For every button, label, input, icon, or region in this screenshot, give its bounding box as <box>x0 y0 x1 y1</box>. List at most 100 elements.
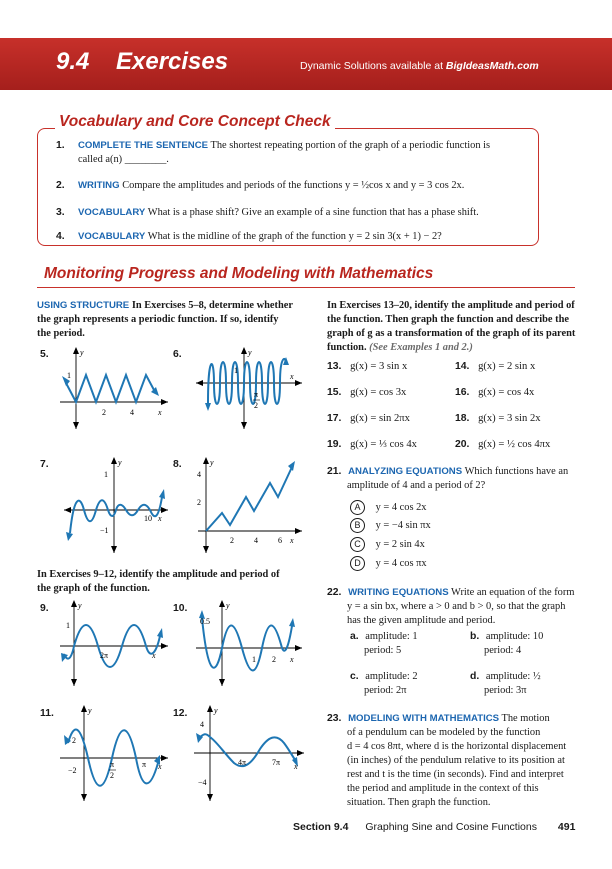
tick-label: 6 <box>278 536 282 545</box>
exercise-number: 14. <box>455 361 470 372</box>
intro-line: the function. Then graph the function an… <box>327 314 569 325</box>
option-letter: D <box>350 556 365 571</box>
tick-label: 2π <box>100 651 108 660</box>
exercise-number: 9. <box>40 603 49 614</box>
footer-title: Graphing Sine and Cosine Functions <box>365 821 537 833</box>
function-expr: g(x) = 3 sin x <box>350 361 408 372</box>
intro-line: function. <box>327 342 367 353</box>
question-text-continued: has the given amplitude and period. <box>347 615 496 626</box>
exercise-21: 21. ANALYZING EQUATIONS Which functions … <box>327 465 602 493</box>
intro-line: the period. <box>37 328 85 339</box>
exercise-number: 6. <box>173 349 182 360</box>
dynamic-solutions-note: Dynamic Solutions available at BigIdeasM… <box>300 60 539 72</box>
item-text: Compare the amplitudes and periods of th… <box>122 180 465 191</box>
tick-label: 1 <box>67 371 71 380</box>
page-number: 491 <box>557 821 576 833</box>
part-letter: a. <box>350 631 359 642</box>
item-keyword: WRITING <box>78 180 120 191</box>
tick-label: 4 <box>200 720 204 729</box>
tick-label: 2 <box>254 401 258 410</box>
option-text: y = 4 cos πx <box>375 558 427 569</box>
monitoring-title: Monitoring Progress and Modeling with Ma… <box>44 265 434 282</box>
graph-10: 0.5 1 2 x y <box>196 600 302 686</box>
option-text: y = 4 cos 2x <box>375 502 427 513</box>
tick-label: 4 <box>197 470 201 479</box>
item-keyword: WRITING EQUATIONS <box>348 587 449 598</box>
dynamic-site-link[interactable]: BigIdeasMath.com <box>445 60 539 72</box>
axis-label-y: y <box>117 458 122 467</box>
exercise-number: 18. <box>455 413 470 424</box>
exercise-22: 22. WRITING EQUATIONS Write an equation … <box>327 586 602 628</box>
exercise-number: 7. <box>40 459 49 470</box>
exercise-number: 23. <box>327 713 342 724</box>
option-letter: C <box>350 537 365 552</box>
tick-label: −4 <box>198 778 207 787</box>
tick-label: π <box>254 390 258 399</box>
question-text: Which functions have an <box>464 466 569 477</box>
option-c[interactable]: C y = 2 sin 4x <box>350 537 425 552</box>
item-number: 4. <box>56 231 65 242</box>
part-period: period: 2π <box>364 685 407 696</box>
item-keyword: USING STRUCTURE <box>37 300 130 311</box>
part-period: period: 4 <box>484 645 522 656</box>
exercise-number: 20. <box>455 439 470 450</box>
axis-label-y: y <box>225 601 230 610</box>
tick-label: 2 <box>102 408 106 417</box>
vocab-item-1: 1. COMPLETE THE SENTENCE The shortest re… <box>56 139 526 165</box>
tick-label: 2 <box>110 771 114 780</box>
intro-line: In Exercises 13–20, identify the amplitu… <box>327 300 575 311</box>
ex13-20-intro: In Exercises 13–20, identify the amplitu… <box>327 299 597 355</box>
exercise-number: 13. <box>327 361 342 372</box>
exercise-number: 22. <box>327 587 342 598</box>
item-keyword: MODELING WITH MATHEMATICS <box>348 713 500 724</box>
part-period: period: 3π <box>484 685 527 696</box>
intro-line: In Exercises 5–8, determine whether <box>131 300 293 311</box>
part-amplitude: amplitude: 1 <box>365 631 418 642</box>
vocab-item-4: 4. VOCABULARY What is the midline of the… <box>56 230 526 244</box>
axis-label-x: x <box>289 372 294 381</box>
tick-label: π <box>110 760 114 769</box>
axis-label-x: x <box>293 762 298 771</box>
option-b[interactable]: B y = −4 sin πx <box>350 518 431 533</box>
option-d[interactable]: D y = 4 cos πx <box>350 556 427 571</box>
axis-label-y: y <box>247 348 252 357</box>
using-structure-intro: USING STRUCTURE In Exercises 5–8, determ… <box>37 299 307 341</box>
question-text-continued: y = a sin bx, where a > 0 and b > 0, so … <box>347 601 566 612</box>
tick-label: 10 <box>144 514 152 523</box>
vocabulary-title: Vocabulary and Core Concept Check <box>55 113 335 131</box>
function-item: 16. g(x) = cos 4x <box>455 386 534 400</box>
tick-label: 4 <box>130 408 134 417</box>
graph-9: 1 2π x y <box>60 600 168 686</box>
axis-label-x: x <box>157 514 162 523</box>
tick-label: 4 <box>254 536 258 545</box>
section-header: 9.4 Exercises Dynamic Solutions availabl… <box>0 38 612 90</box>
intro-line: the graph of the function. <box>37 583 150 594</box>
footer-section: Section 9.4 <box>293 821 349 833</box>
section-title: Exercises <box>116 48 229 75</box>
tick-label: 1 <box>234 366 238 375</box>
part-d: d. amplitude: ½ period: 3π <box>470 670 541 698</box>
option-a[interactable]: A y = 4 cos 2x <box>350 500 427 515</box>
tick-label: 1 <box>104 470 108 479</box>
question-text-continued: (in inches) of the pendulum relative to … <box>347 755 565 766</box>
question-text-continued: d = 4 cos 8πt, where d is the horizontal… <box>347 741 567 752</box>
graph-7: 1 −1 10 x y <box>64 457 168 553</box>
part-b: b. amplitude: 10 period: 4 <box>470 630 543 658</box>
function-item: 17. g(x) = sin 2πx <box>327 412 410 426</box>
question-text: Write an equation of the form <box>451 587 575 598</box>
tick-label: −1 <box>100 526 109 535</box>
axis-label-y: y <box>77 601 82 610</box>
axis-label-x: x <box>151 651 156 660</box>
function-item: 18. g(x) = 3 sin 2x <box>455 412 541 426</box>
question-text-continued: the period and amplitude in the context … <box>347 783 539 794</box>
item-text-continued: called a(n) ________. <box>78 154 169 165</box>
monitoring-rule <box>37 287 575 289</box>
exercise-number: 10. <box>173 603 188 614</box>
exercise-number: 21. <box>327 466 342 477</box>
item-text: The shortest repeating portion of the gr… <box>210 140 491 151</box>
function-expr: g(x) = cos 4x <box>478 387 535 398</box>
tick-label: 1 <box>252 655 256 664</box>
intro-line: In Exercises 9–12, identify the amplitud… <box>37 569 280 580</box>
intro-line: the graph represents a periodic function… <box>37 314 279 325</box>
item-keyword: VOCABULARY <box>78 207 146 218</box>
